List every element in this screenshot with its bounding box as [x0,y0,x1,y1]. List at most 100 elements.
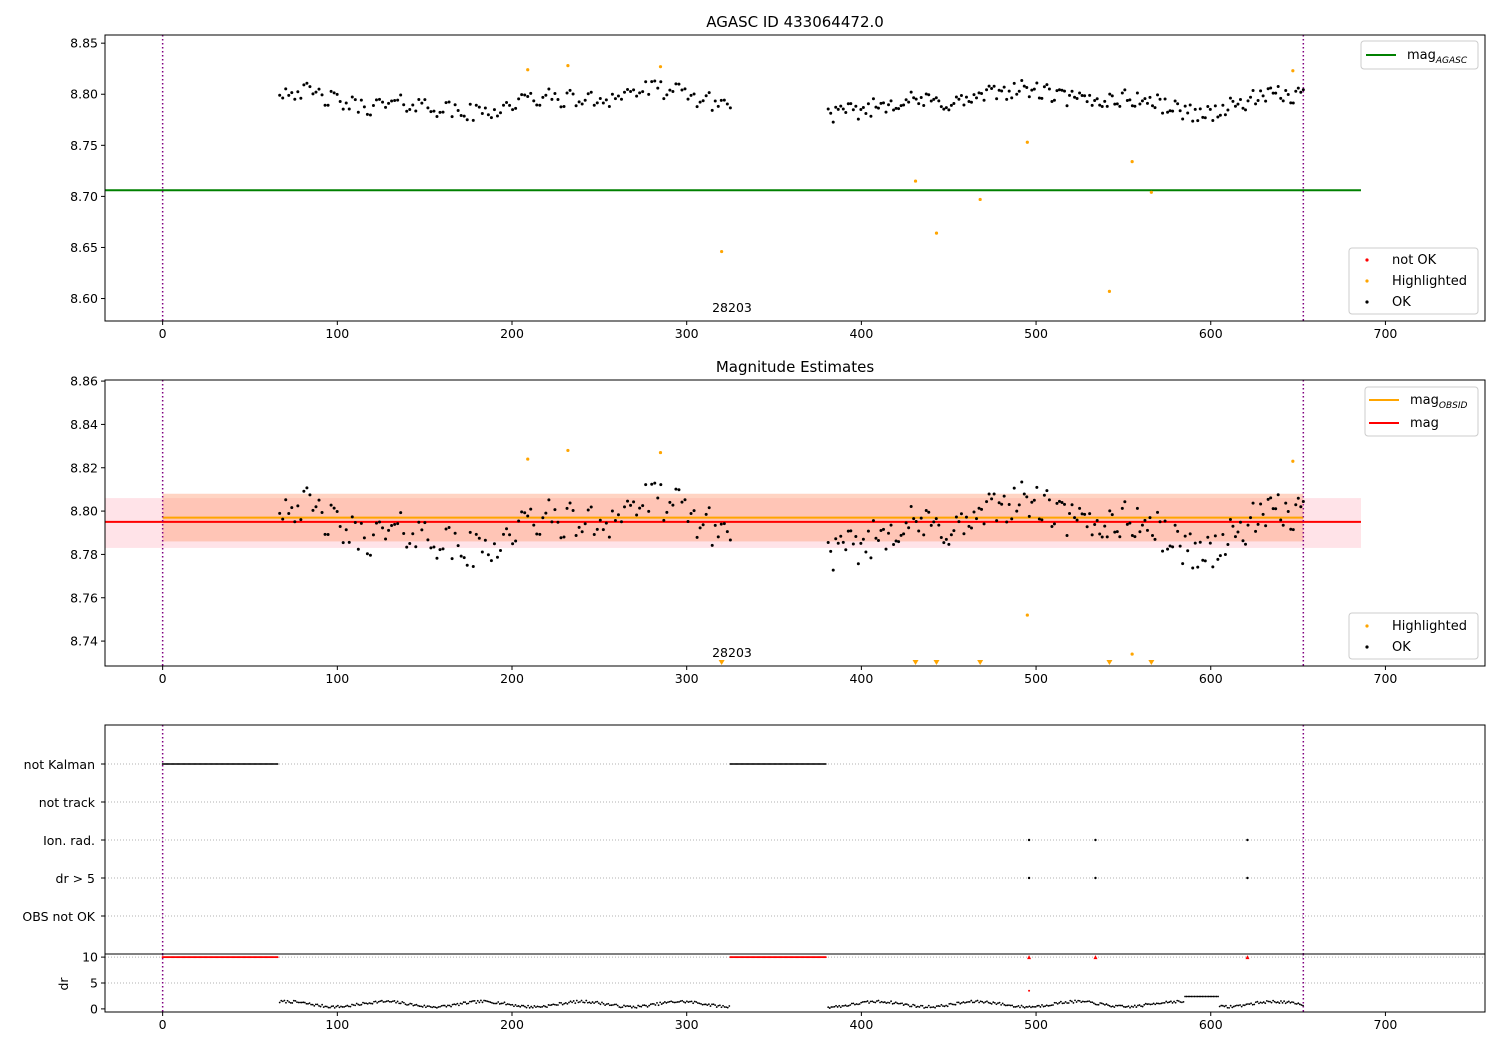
ok-point [453,531,457,535]
dr-point [481,1001,484,1004]
dr-point [553,1003,556,1006]
x-tick-label: 600 [1199,671,1223,686]
ok-point [347,107,351,111]
dr-point [904,1003,907,1006]
x-tick-label: 100 [325,326,349,341]
dr-point [469,1000,471,1003]
ok-point [477,536,481,540]
dr-point [1195,995,1197,998]
ok-point [550,97,554,101]
ok-point [353,98,357,102]
ok-point [1040,518,1044,522]
dr-point [1242,1004,1245,1007]
ok-point [498,548,502,552]
ok-point [529,507,533,511]
ok-point [387,528,391,532]
ok-point [311,508,315,512]
dr-point [943,1005,946,1008]
dr-point [296,1001,298,1004]
ok-point [396,98,400,102]
dr-point [1015,1005,1018,1008]
dr-point [1253,1003,1256,1006]
legend-ok: OK [1392,295,1411,310]
dr-point [487,1000,490,1003]
ok-point [302,83,306,87]
ok-point [1010,517,1014,521]
ok-point [644,483,648,487]
dr-point [847,1004,850,1007]
dr-point [1239,1004,1241,1006]
ok-point [969,100,973,104]
dr-point [652,1003,655,1005]
ok-point [904,521,908,525]
ok-point [638,91,642,95]
dr-point [1097,1003,1100,1006]
ok-point [1078,91,1082,95]
ok-point [450,557,454,561]
dr-point [1019,1006,1021,1009]
ok-point [544,511,548,515]
ok-point [317,498,321,502]
ok-point [495,555,499,559]
dr-point [1261,1002,1264,1004]
ok-point [589,90,593,94]
ok-point [1052,522,1056,526]
x-tick-label: 200 [500,671,524,686]
dr-point [583,1001,586,1004]
ok-point [959,512,963,516]
ok-point [426,106,430,110]
dr-point [935,1005,938,1008]
dr-point [420,1005,423,1008]
ok-point [629,503,633,507]
dr-point [1125,1005,1128,1008]
dr-point [665,1002,668,1004]
ok-point [619,520,623,524]
ok-point [586,508,590,512]
ok-point [492,542,496,546]
ok-point [290,91,294,95]
ok-point [1254,102,1258,106]
ok-point [1150,104,1154,108]
dr-point [1091,1001,1094,1004]
ok-point [1286,510,1290,514]
dr-point [484,999,487,1002]
dr-point [725,1006,728,1009]
ok-point [985,500,989,504]
x-tick-label: 400 [849,671,873,686]
dr-point [836,1006,839,1008]
dr-point [1092,1002,1095,1005]
ok-point [879,528,883,532]
dr-point [292,999,295,1002]
ok-point [1266,87,1270,91]
ok-point [290,506,294,510]
ok-point [889,99,893,103]
ok-point [635,94,639,98]
dr-point [1053,1001,1056,1004]
ok-point [1110,94,1114,98]
dr-point [667,1001,669,1004]
ok-point [704,512,708,516]
dr-point [868,1002,870,1004]
ok-point [1075,96,1079,100]
ok-point [1156,510,1160,514]
ok-point [1269,86,1273,90]
ok-point [1035,81,1039,85]
ok-point [1168,544,1172,548]
dr-point [1273,1000,1276,1003]
magnitude-ok-swatch [1365,645,1369,649]
ok-point [894,539,898,543]
mag-band [105,498,1361,548]
dr-point [445,1005,448,1008]
dr-point [1207,995,1210,998]
ok-point [390,523,394,527]
ok-point [874,105,878,109]
highlighted-point [658,450,663,455]
ok-point [595,527,599,531]
dr-point [1188,995,1191,998]
dr-point [333,1006,336,1009]
ok-point [1020,79,1024,83]
ok-point [836,541,840,545]
ok-point [613,518,617,522]
ok-point [1286,92,1290,96]
ok-point [474,103,478,107]
